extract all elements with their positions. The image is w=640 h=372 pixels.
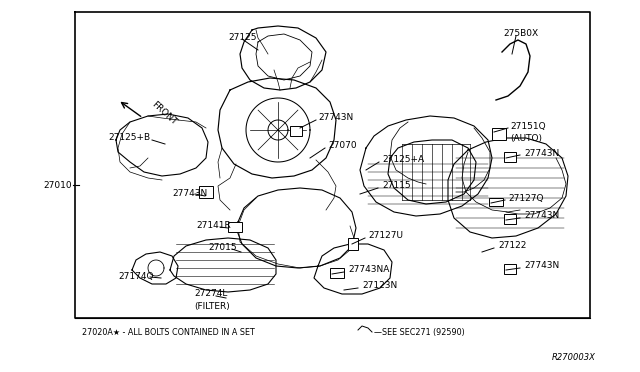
Text: 27115: 27115 [382, 182, 411, 190]
Text: FRONT: FRONT [150, 99, 179, 126]
Bar [504, 152, 516, 162]
Bar [489, 198, 503, 206]
Bar [492, 128, 506, 140]
Text: 27743N: 27743N [524, 148, 559, 157]
Text: 27127Q: 27127Q [508, 193, 543, 202]
Text: 27015: 27015 [208, 244, 237, 253]
Text: 27020A★ - ALL BOLTS CONTAINED IN A SET: 27020A★ - ALL BOLTS CONTAINED IN A SET [82, 327, 255, 337]
Text: 27174Q: 27174Q [118, 272, 154, 280]
Text: 27123N: 27123N [362, 282, 397, 291]
Bar [228, 222, 242, 232]
Text: R270003X: R270003X [552, 353, 596, 362]
Text: 27070: 27070 [328, 141, 356, 151]
Text: 27151Q: 27151Q [510, 122, 546, 131]
Text: (FILTER): (FILTER) [194, 301, 230, 311]
Text: 27125+B: 27125+B [108, 134, 150, 142]
Text: 27125: 27125 [228, 32, 257, 42]
Text: 27743N: 27743N [524, 262, 559, 270]
Bar [504, 264, 516, 274]
Text: 275B0X: 275B0X [503, 29, 538, 38]
Text: 27274L: 27274L [194, 289, 227, 298]
Bar [348, 238, 358, 250]
Bar [290, 126, 302, 136]
Text: 27125+A: 27125+A [382, 155, 424, 164]
Text: 27743N: 27743N [172, 189, 207, 198]
Text: 27127U: 27127U [368, 231, 403, 241]
Text: —SEE SEC271 (92590): —SEE SEC271 (92590) [374, 327, 465, 337]
Text: 27141R: 27141R [196, 221, 231, 231]
Text: 27010: 27010 [44, 180, 72, 189]
Text: 27743N: 27743N [524, 212, 559, 221]
Bar [330, 268, 344, 278]
Text: 27122: 27122 [498, 241, 526, 250]
Text: (AUTO): (AUTO) [510, 134, 542, 142]
Bar [504, 214, 516, 224]
Text: 27743NA: 27743NA [348, 266, 389, 275]
Text: 27743N: 27743N [318, 113, 353, 122]
Bar [199, 186, 213, 198]
